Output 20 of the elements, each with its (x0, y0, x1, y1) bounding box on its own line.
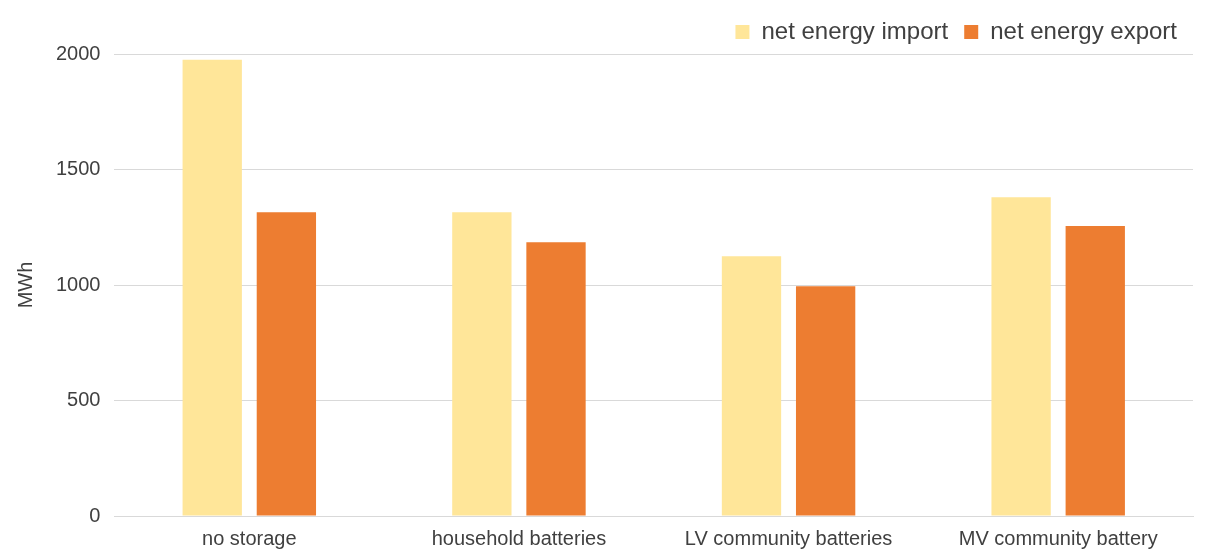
y-tick-label: 1000 (55, 272, 101, 295)
bar (526, 242, 586, 516)
x-tick-label: no storage (202, 526, 297, 549)
bar (256, 212, 317, 516)
bar (795, 286, 856, 516)
legend-label: net energy export (990, 16, 1178, 44)
bar (1065, 226, 1125, 516)
y-tick-label: 0 (89, 503, 101, 526)
x-tick-label: LV community batteries (684, 526, 893, 549)
x-tick-label: MV community battery (958, 526, 1158, 549)
y-tick-label: 500 (67, 388, 101, 411)
bar (182, 59, 242, 516)
bar (721, 256, 782, 516)
y-axis-title: MWh (13, 261, 36, 309)
x-tick-label: household batteries (431, 526, 607, 549)
y-tick-label: 2000 (55, 41, 101, 64)
legend-label: net energy import (761, 16, 949, 44)
bar (991, 197, 1051, 516)
y-tick-label: 1500 (55, 157, 101, 180)
bar (452, 212, 512, 516)
